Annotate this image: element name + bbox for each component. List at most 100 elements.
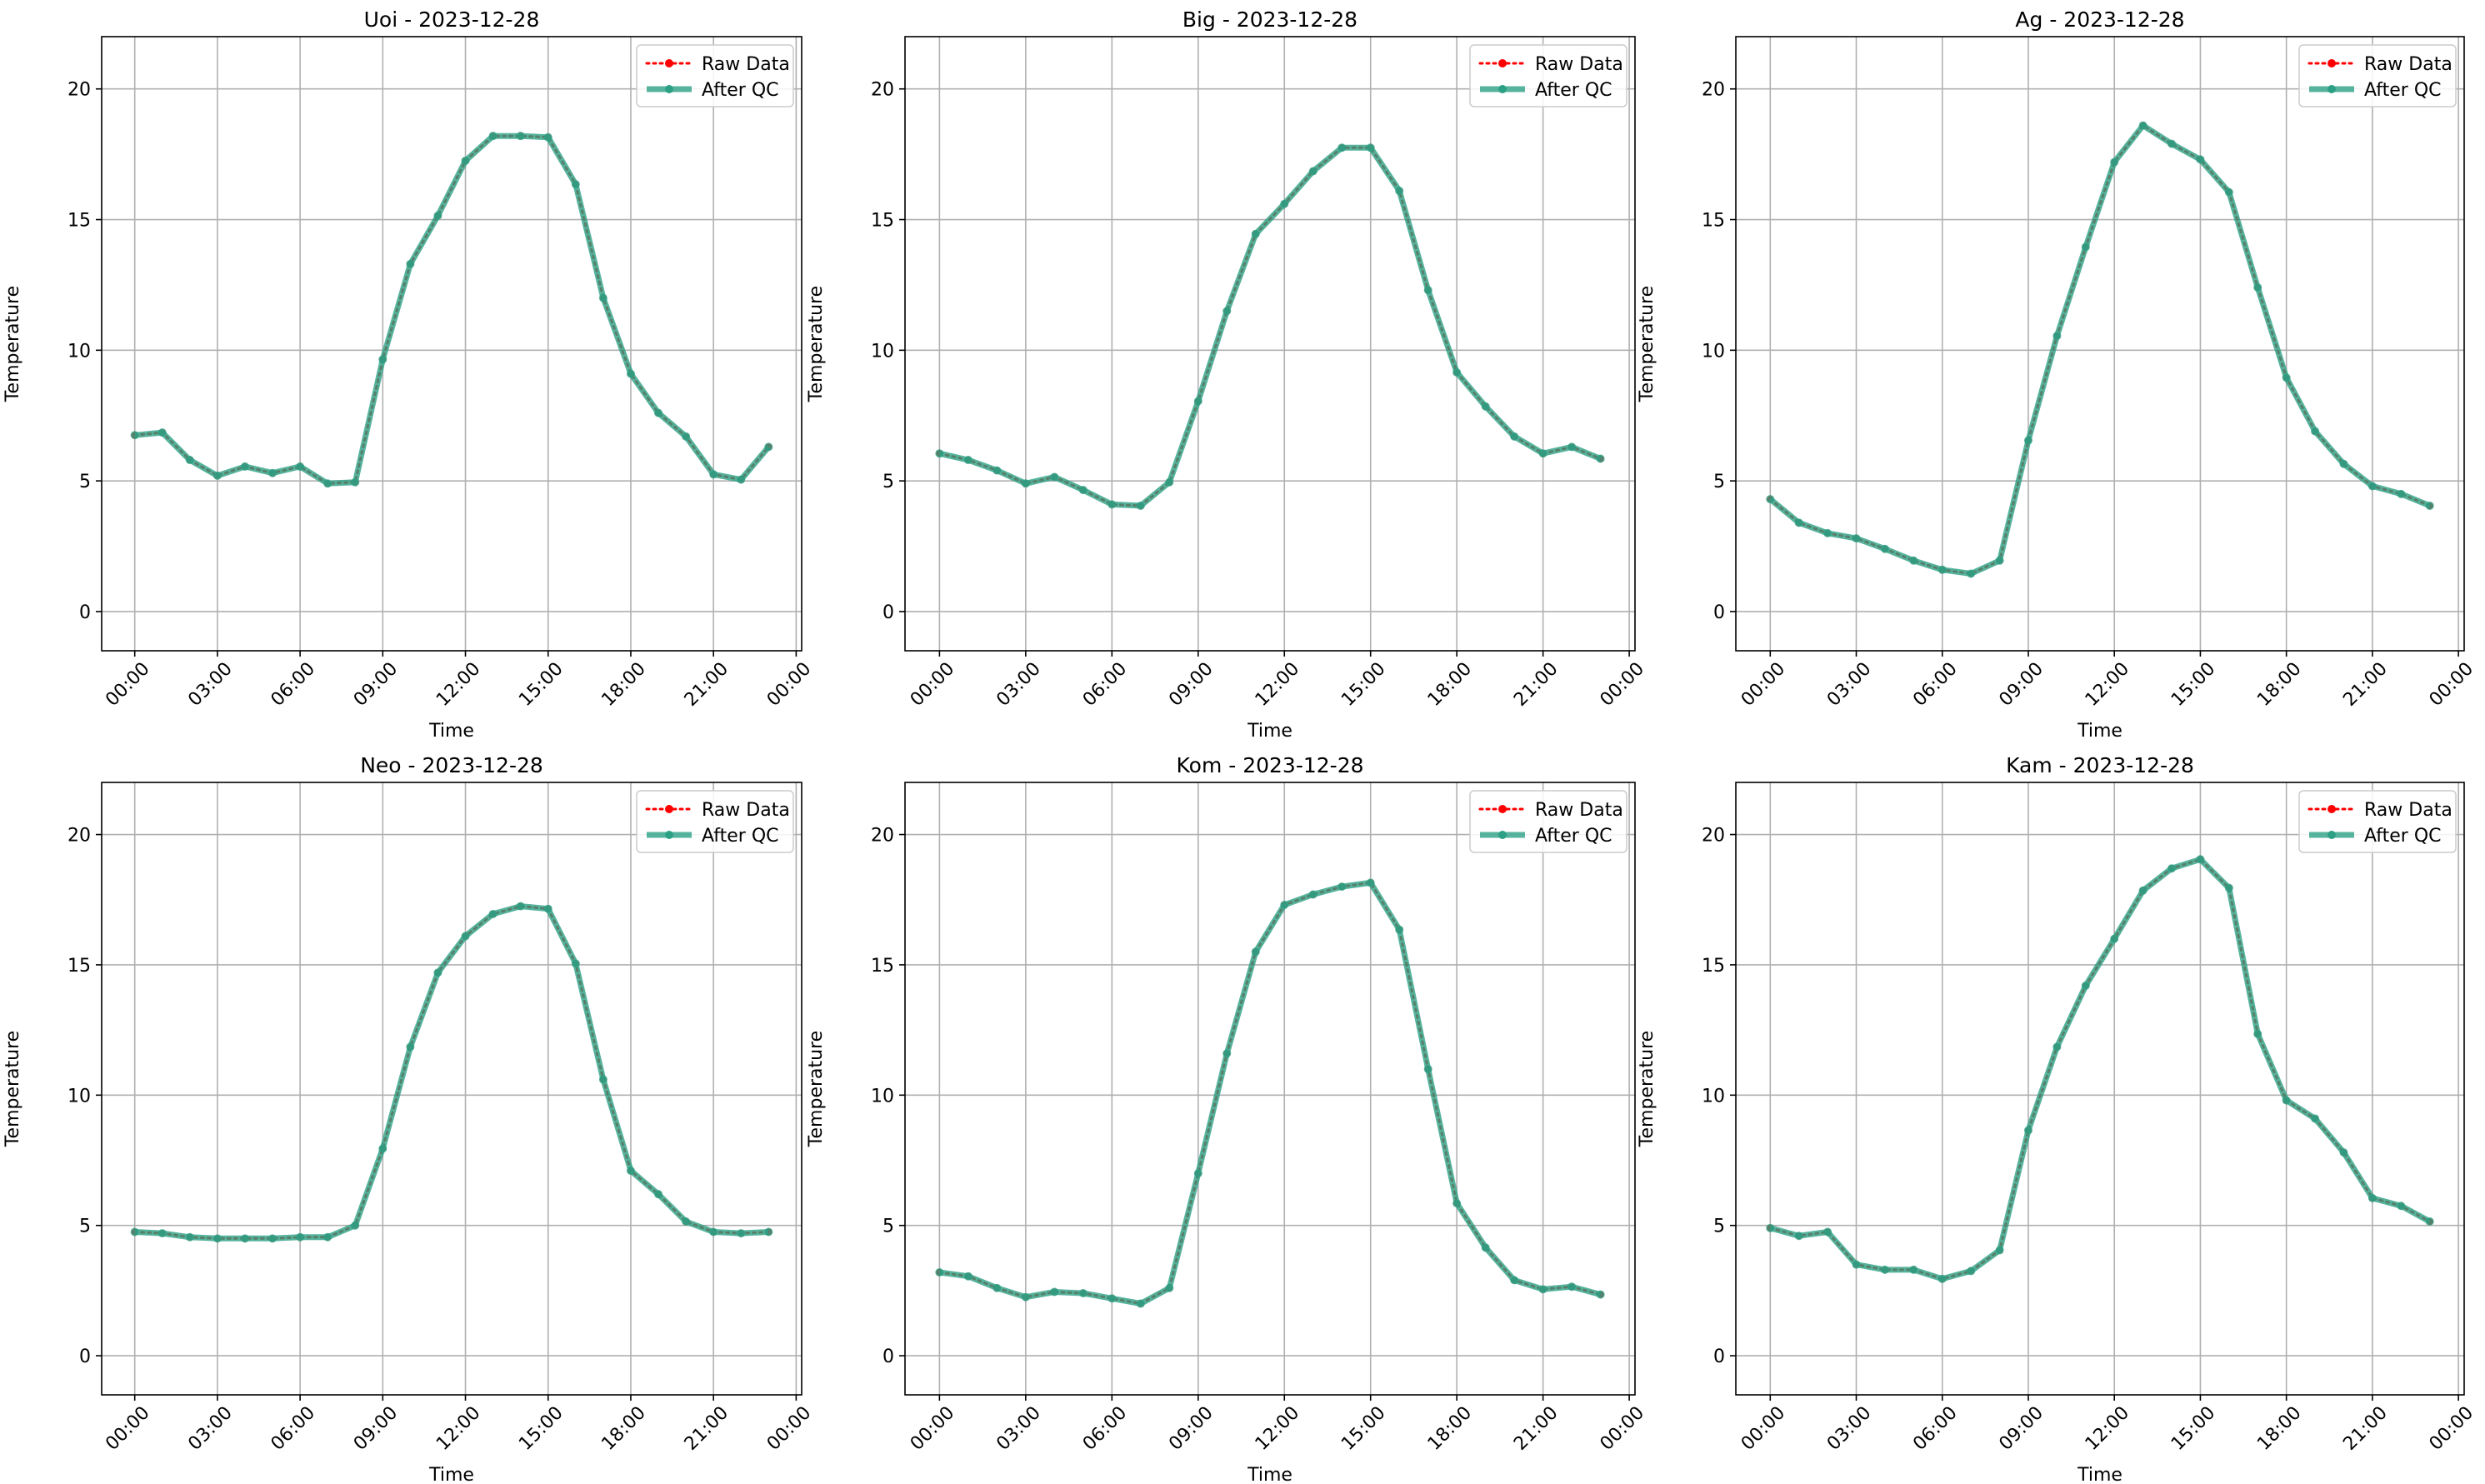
y-tick-label: 0 [882, 1347, 894, 1367]
legend-label-raw: Raw Data [2364, 800, 2452, 821]
after-qc-point [1766, 495, 1775, 504]
after-qc-point [682, 1217, 691, 1227]
after-qc-point [2339, 1148, 2348, 1157]
subplot-3: 00:00 03:00 06:00 09:00 12:00 15:00 18:00 21:00… [1637, 7, 2478, 742]
y-tick-label: 20 [1702, 826, 1725, 847]
after-qc-point [709, 470, 718, 479]
x-tick-label: 21:00 [1510, 1402, 1562, 1455]
legend-raw-marker [665, 59, 673, 67]
after-qc-point [1193, 1169, 1202, 1178]
after-qc-point [1452, 1199, 1462, 1208]
after-qc-point [1967, 1267, 1976, 1276]
x-tick-label: 00:00 [907, 658, 959, 711]
x-tick-label: 00:00 [1597, 658, 1649, 711]
legend-label-qc: After QC [1535, 826, 1612, 847]
after-qc-point [543, 132, 552, 142]
x-tick-label: 00:00 [1597, 1402, 1649, 1455]
y-tick-label: 10 [68, 341, 91, 362]
y-tick-label: 0 [79, 602, 91, 623]
legend-qc-marker [665, 831, 673, 839]
x-tick-label: 03:00 [1823, 658, 1876, 711]
x-tick-label: 12:00 [432, 658, 485, 711]
after-qc-point [268, 468, 278, 477]
legend-label-qc: After QC [2364, 80, 2442, 101]
after-qc-point [2052, 332, 2062, 341]
y-tick-label: 10 [68, 1086, 91, 1107]
y-tick-label: 20 [871, 80, 894, 101]
after-qc-line [938, 879, 1602, 1307]
raw-data-line [938, 881, 1602, 1306]
after-qc-point [1481, 402, 1490, 411]
x-tick-label: 21:00 [681, 658, 733, 711]
y-tick-label: 15 [1702, 211, 1725, 232]
subplot-1: 00:00 03:00 06:00 09:00 12:00 15:00 18:00 21:00… [2, 7, 815, 742]
x-tick-label: 00:00 [2426, 1402, 2478, 1455]
after-qc-point [1596, 454, 1605, 463]
after-qc-point [1938, 565, 1947, 574]
after-qc-point [2138, 886, 2148, 895]
x-tick-label: 00:00 [907, 1402, 959, 1455]
x-tick-label: 00:00 [1738, 1402, 1790, 1455]
after-qc-point [2397, 1202, 2406, 1211]
subplot-title: Kam - 2023-12-28 [2006, 753, 2194, 777]
y-tick-label: 5 [1713, 472, 1725, 492]
after-qc-point [158, 1229, 167, 1238]
after-qc-point [598, 293, 608, 302]
legend-qc-marker [665, 85, 673, 93]
legend-raw-marker [1498, 805, 1507, 813]
after-qc-point [963, 456, 972, 465]
after-qc-point [764, 1227, 773, 1237]
after-qc-point [2311, 427, 2320, 436]
x-axis-label: Time [2077, 1465, 2122, 1484]
after-qc-point [1338, 143, 1347, 152]
legend-raw-marker [665, 805, 673, 813]
after-qc-point [2023, 436, 2032, 445]
after-qc-point [1108, 500, 1117, 509]
after-qc-point [1852, 534, 1861, 543]
axes-frame [904, 36, 1636, 652]
after-qc-point [1222, 307, 1232, 316]
y-tick-label: 10 [871, 1086, 894, 1107]
after-qc-point [963, 1272, 972, 1281]
after-qc-point [2397, 489, 2406, 498]
after-qc-point [1967, 569, 1976, 578]
after-qc-point [516, 132, 525, 141]
after-qc-point [1995, 1246, 2004, 1255]
y-tick-label: 15 [1702, 956, 1725, 977]
plot-area [130, 902, 773, 1243]
after-qc-point [1251, 947, 1260, 957]
x-tick-label: 15:00 [515, 1402, 568, 1455]
y-tick-label: 0 [79, 1347, 91, 1367]
x-tick-label: 00:00 [1738, 658, 1790, 711]
y-tick-label: 10 [871, 341, 894, 362]
x-tick-label: 06:00 [268, 1402, 320, 1455]
legend-label-raw: Raw Data [702, 800, 790, 821]
y-tick-label: 5 [882, 472, 894, 492]
raw-data-line [938, 146, 1602, 507]
after-qc-point [2224, 187, 2233, 197]
after-qc-point [2138, 121, 2148, 130]
after-qc-point [2081, 981, 2090, 990]
x-tick-label: 15:00 [2168, 1402, 2220, 1455]
after-qc-point [296, 1232, 305, 1242]
after-qc-line [938, 144, 1602, 509]
y-tick-label: 5 [79, 472, 91, 492]
x-tick-label: 18:00 [2253, 658, 2306, 711]
after-qc-point [488, 909, 498, 918]
legend: Raw Data After QC [2298, 44, 2457, 107]
after-qc-point [1165, 1283, 1174, 1292]
legend-label-qc: After QC [2364, 826, 2442, 847]
after-qc-point [737, 1229, 746, 1238]
legend-qc-marker [2328, 85, 2336, 93]
x-tick-label: 12:00 [1252, 658, 1304, 711]
x-tick-label: 12:00 [432, 1402, 485, 1455]
y-axis-label: Temperature [1637, 1031, 1658, 1147]
x-axis-label: Time [2077, 721, 2122, 742]
after-qc-point [1510, 432, 1519, 441]
after-qc-point [461, 932, 470, 941]
x-tick-label: 03:00 [184, 658, 237, 711]
plot-area [935, 143, 1605, 510]
x-tick-label: 21:00 [1510, 658, 1562, 711]
y-tick-label: 5 [79, 1217, 91, 1237]
after-qc-point [1852, 1260, 1861, 1269]
